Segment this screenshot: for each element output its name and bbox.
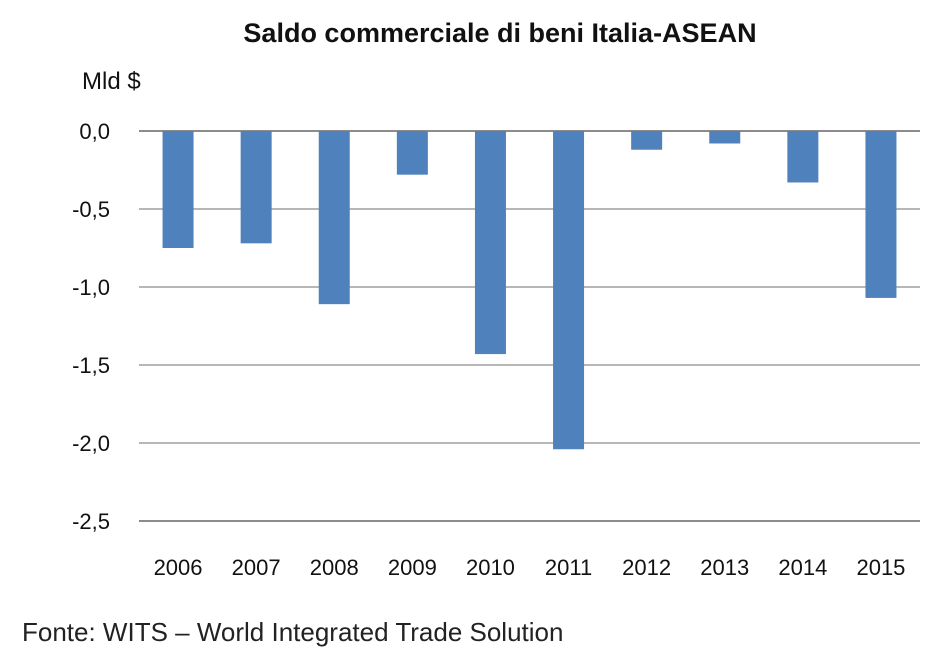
x-tick-label: 2006: [154, 555, 203, 580]
chart-title: Saldo commerciale di beni Italia-ASEAN: [243, 18, 757, 48]
x-tick-label: 2012: [622, 555, 671, 580]
bar-2013: [709, 131, 741, 144]
y-tick-labels: 0,0 -0,5 -1,0 -1,5 -2,0 -2,5: [72, 119, 110, 534]
x-tick-label: 2013: [700, 555, 749, 580]
y-tick-label: -2,0: [72, 431, 110, 456]
x-tick-label: 2015: [856, 555, 905, 580]
x-tick-label: 2009: [388, 555, 437, 580]
bar-2012: [631, 131, 663, 150]
x-tick-label: 2008: [310, 555, 359, 580]
bar-2008: [318, 131, 350, 305]
bar-2014: [787, 131, 819, 183]
bar-2011: [553, 131, 585, 450]
bar-2007: [240, 131, 272, 244]
bars: [162, 131, 897, 450]
source-note: Fonte: WITS – World Integrated Trade Sol…: [22, 617, 564, 647]
bar-2006: [162, 131, 194, 248]
y-tick-label: -1,0: [72, 275, 110, 300]
x-tick-label: 2014: [778, 555, 827, 580]
bar-2009: [396, 131, 428, 175]
x-tick-label: 2010: [466, 555, 515, 580]
y-tick-label: -1,5: [72, 353, 110, 378]
y-tick-label: -2,5: [72, 509, 110, 534]
x-tick-label: 2011: [545, 555, 592, 580]
y-axis-unit-label: Mld $: [82, 68, 141, 95]
y-tick-label: 0,0: [79, 119, 110, 144]
x-tick-labels: 2006 2007 2008 2009 2010 2011 2012 2013 2014 2015: [154, 555, 906, 580]
bar-2015: [865, 131, 897, 298]
y-tick-label: -0,5: [72, 197, 110, 222]
bar-2010: [474, 131, 506, 355]
bar-chart: 0,0 -0,5 -1,0 -1,5 -2,0 -2,5 2006 2007 2008 2009…: [72, 119, 920, 580]
x-tick-label: 2007: [232, 555, 281, 580]
